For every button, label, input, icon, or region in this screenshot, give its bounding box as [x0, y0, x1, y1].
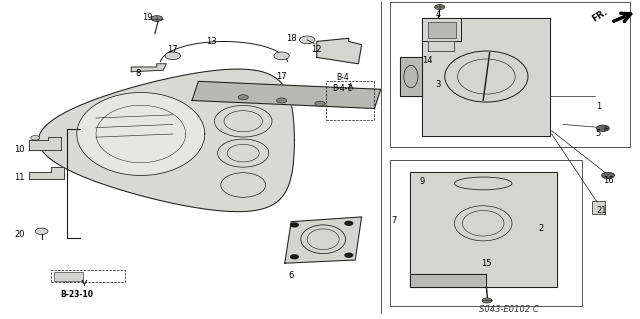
- Text: 14: 14: [422, 56, 433, 65]
- Circle shape: [345, 253, 353, 257]
- Text: 11: 11: [14, 173, 24, 182]
- Circle shape: [35, 228, 48, 234]
- Bar: [54, 272, 83, 281]
- Polygon shape: [422, 18, 461, 41]
- Text: 17: 17: [168, 45, 178, 54]
- Circle shape: [602, 172, 614, 179]
- Text: FR.: FR.: [590, 7, 609, 24]
- Bar: [428, 22, 456, 38]
- Polygon shape: [285, 217, 362, 263]
- Circle shape: [482, 298, 492, 303]
- Circle shape: [300, 36, 315, 44]
- Bar: [390, 2, 630, 147]
- Text: 16: 16: [603, 176, 613, 185]
- Circle shape: [274, 52, 289, 60]
- Circle shape: [345, 221, 353, 225]
- Text: 5: 5: [596, 130, 601, 138]
- Circle shape: [151, 16, 163, 21]
- Text: 17: 17: [276, 72, 287, 81]
- Polygon shape: [410, 274, 486, 287]
- Circle shape: [238, 95, 248, 100]
- Circle shape: [165, 52, 180, 60]
- Text: 15: 15: [481, 259, 492, 268]
- Text: 12: 12: [312, 45, 322, 54]
- Circle shape: [291, 255, 298, 259]
- Text: 18: 18: [286, 34, 296, 43]
- Polygon shape: [131, 64, 166, 72]
- Circle shape: [315, 101, 325, 106]
- Circle shape: [291, 223, 298, 227]
- Bar: [592, 201, 605, 214]
- Polygon shape: [29, 167, 64, 179]
- Bar: [326, 81, 374, 120]
- Text: 2: 2: [538, 224, 543, 233]
- Polygon shape: [317, 38, 362, 64]
- Circle shape: [276, 98, 287, 103]
- Polygon shape: [422, 18, 550, 136]
- Polygon shape: [38, 69, 294, 211]
- Text: 1: 1: [596, 102, 601, 111]
- Polygon shape: [410, 172, 557, 287]
- Polygon shape: [77, 93, 205, 175]
- Text: 19: 19: [142, 13, 152, 22]
- Text: S043-E0102 C: S043-E0102 C: [479, 305, 539, 314]
- Text: 3: 3: [436, 80, 441, 89]
- Text: 13: 13: [206, 37, 216, 46]
- Text: 9: 9: [420, 177, 425, 186]
- Polygon shape: [192, 81, 381, 108]
- Bar: [390, 160, 582, 306]
- Text: B-4
B-4-1: B-4 B-4-1: [332, 73, 353, 93]
- Text: 10: 10: [14, 145, 24, 154]
- Circle shape: [435, 4, 445, 10]
- Circle shape: [31, 136, 40, 140]
- Circle shape: [596, 125, 609, 131]
- Text: 7: 7: [391, 216, 396, 225]
- Text: 6: 6: [289, 271, 294, 280]
- Bar: [51, 270, 125, 282]
- Polygon shape: [400, 57, 422, 96]
- Polygon shape: [428, 41, 454, 51]
- Text: 4: 4: [436, 10, 441, 19]
- Text: B-23-10: B-23-10: [60, 290, 93, 299]
- Text: 8: 8: [135, 69, 140, 78]
- Text: 21: 21: [596, 206, 607, 215]
- Text: 20: 20: [14, 230, 24, 239]
- Polygon shape: [29, 137, 61, 150]
